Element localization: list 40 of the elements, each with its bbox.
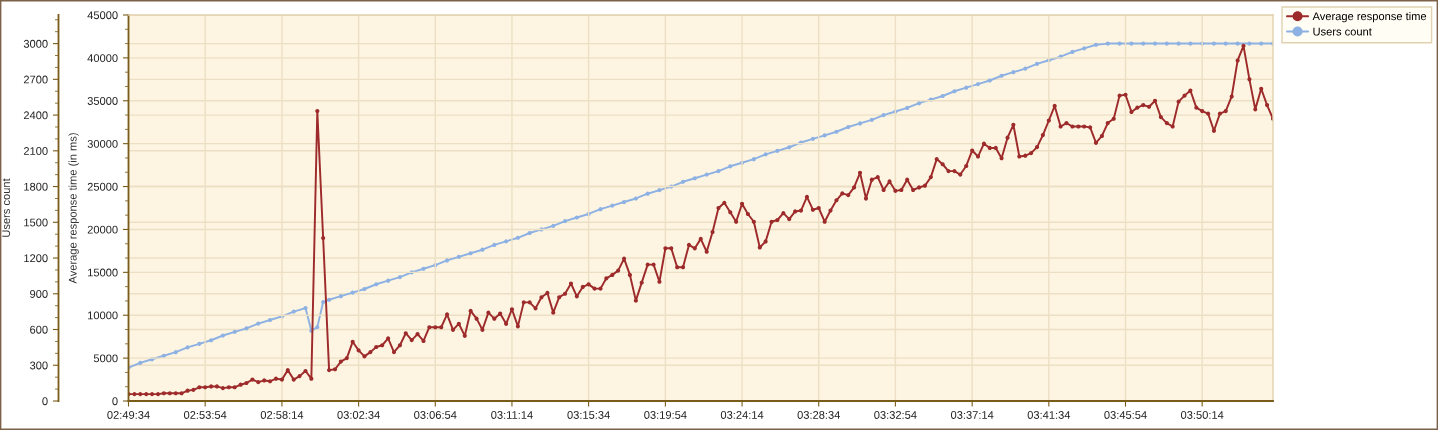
x-tick-label: 03:15:34 xyxy=(567,411,610,419)
legend-label: Average response time xyxy=(1312,12,1427,23)
x-tick-label: 03:28:34 xyxy=(797,411,841,419)
y2-axis-title: Users count xyxy=(2,178,11,237)
x-tick-label: 03:45:54 xyxy=(1104,411,1147,419)
y2-tick-label: 2400 xyxy=(23,111,48,120)
x-tick-label: 03:11:14 xyxy=(491,411,533,419)
y2-tick-label: 300 xyxy=(29,361,48,370)
y-tick-label: 20000 xyxy=(87,225,118,234)
y-tick-label: 40000 xyxy=(87,54,118,63)
x-tick-label: 03:37:14 xyxy=(950,411,994,419)
y-tick-label: 0 xyxy=(112,397,118,406)
legend-label: Users count xyxy=(1313,27,1372,36)
y-tick-label: 5000 xyxy=(93,354,118,363)
x-tick-label: 03:19:54 xyxy=(644,411,687,419)
x-tick-label: 02:58:14 xyxy=(260,411,304,419)
y-tick-label: 15000 xyxy=(88,268,118,277)
y-tick-label: 35000 xyxy=(87,97,118,105)
y-tick-label: 25000 xyxy=(87,182,118,191)
y2-tick-label: 2100 xyxy=(23,147,48,155)
x-tick-label: 03:06:54 xyxy=(414,411,457,419)
y2-tick-label: 600 xyxy=(30,325,48,334)
y2-tick-label: 2700 xyxy=(23,75,48,84)
y2-tick-label: 0 xyxy=(42,397,48,406)
y2-tick-label: 900 xyxy=(30,290,48,298)
y-tick-label: 30000 xyxy=(87,139,118,148)
x-tick-label: 02:49:34 xyxy=(107,411,150,419)
y2-tick-label: 1500 xyxy=(24,218,48,227)
x-tick-label: 03:41:34 xyxy=(1027,411,1071,419)
x-tick-label: 03:02:34 xyxy=(337,411,380,419)
y-tick-label: 10000 xyxy=(88,311,118,320)
y2-tick-label: 3000 xyxy=(23,39,48,48)
x-tick-label: 03:32:54 xyxy=(874,411,917,419)
x-tick-label: 03:50:14 xyxy=(1180,411,1224,419)
y2-tick-label: 1200 xyxy=(24,254,48,263)
y2-tick-label: 1800 xyxy=(24,182,48,191)
y-tick-label: 45000 xyxy=(87,11,118,20)
x-tick-label: 02:53:54 xyxy=(183,411,227,419)
x-tick-label: 03:24:14 xyxy=(720,411,764,419)
y-axis-title: Average response time (in ms) xyxy=(68,133,79,284)
